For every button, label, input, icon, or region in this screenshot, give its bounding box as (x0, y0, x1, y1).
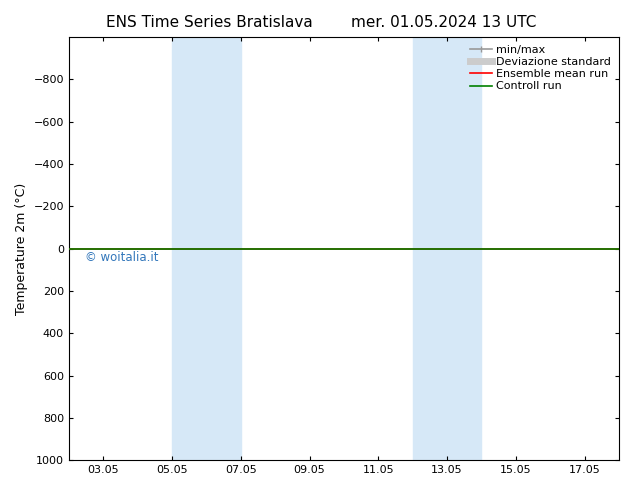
Text: ENS Time Series Bratislava: ENS Time Series Bratislava (106, 15, 313, 30)
Bar (172, 37, 241, 460)
Y-axis label: Temperature 2m (°C): Temperature 2m (°C) (15, 182, 28, 315)
Text: mer. 01.05.2024 13 UTC: mer. 01.05.2024 13 UTC (351, 15, 536, 30)
Bar (413, 37, 481, 460)
Legend: min/max, Deviazione standard, Ensemble mean run, Controll run: min/max, Deviazione standard, Ensemble m… (467, 43, 614, 94)
Text: © woitalia.it: © woitalia.it (86, 251, 159, 264)
